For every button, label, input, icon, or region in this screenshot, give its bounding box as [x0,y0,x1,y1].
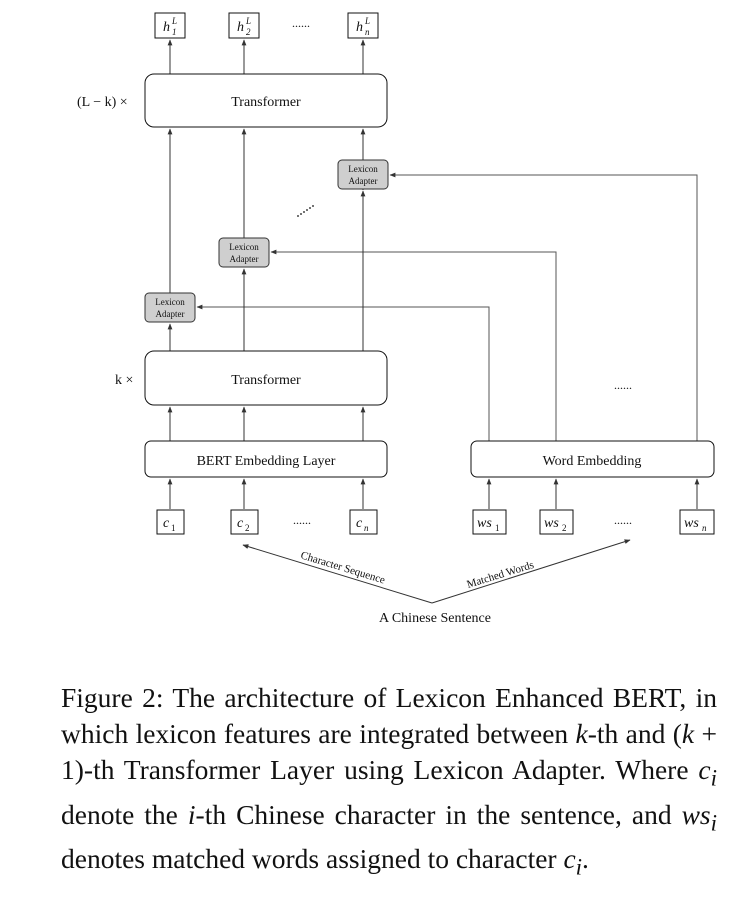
char-c2-sub: 2 [245,523,250,533]
input-arrows [167,478,700,509]
lexicon-adapter-2-line2: Adapter [230,254,259,264]
bottom-transformer-repeat: k × [115,373,133,388]
output-h2-sup: L [245,16,251,26]
matched-words-label: Matched Words [465,559,535,591]
lexicon-adapter-3: Lexicon Adapter [337,159,389,190]
bottom-transformer: Transformer [144,350,388,406]
caption-ci2: c [563,843,576,874]
char-c1-base: c [163,516,170,531]
lexicon-adapter-1-line2: Adapter [156,309,185,319]
output-h2-sub: 2 [246,27,251,37]
caption-part-3: + 1)-th Transformer Layer using Lexicon … [61,718,717,785]
lexicon-adapter-3-line2: Adapter [349,176,378,186]
sentence-label: A Chinese Sentence [379,611,491,626]
character-sequence-label: Character Sequence [299,549,386,586]
lexicon-adapter-2-line1: Lexicon [229,242,259,252]
sentence-arrows [242,539,631,604]
adapter-ellipsis [297,205,314,217]
caption-ws-sub: i [710,810,717,835]
word-ws1-sub: 1 [495,523,500,533]
output-h1: h 1 L [154,12,186,39]
output-h2-base: h [237,20,244,35]
upper-connectors [167,128,366,293]
word-wsn-sub: n [702,523,707,533]
figure-caption: Figure 2: The architecture of Lexicon En… [61,680,717,886]
char-c2: c 2 [230,509,259,535]
caption-i: i [187,798,196,830]
caption-k2: k [681,718,695,749]
caption-ci2-sub: i [575,854,583,880]
output-hn-sub: n [365,27,370,37]
word-wsn-base: ws [684,516,699,531]
lexicon-adapter-1-line1: Lexicon [155,297,185,307]
char-cn-sub: n [364,523,369,533]
top-transformer: Transformer [144,73,388,128]
caption-k1: k [575,718,588,749]
mid-connectors [167,190,366,351]
caption-part-7: . [582,843,589,874]
caption-ci: c [698,754,711,785]
output-ellipsis: ...... [292,16,310,30]
output-h1-sup: L [171,16,177,26]
word-ws1-base: ws [477,516,492,531]
char-c2-base: c [237,516,244,531]
embedding-arrows [167,406,366,441]
word-ellipsis: ...... [614,513,632,527]
bottom-transformer-label: Transformer [231,373,301,388]
word-embedding-layer: Word Embedding [470,440,715,478]
top-transformer-repeat: (L − k) × [77,95,128,110]
output-hn-base: h [356,20,363,35]
caption-ws: ws [681,798,711,830]
output-h1-sub: 1 [172,27,177,37]
bert-embedding-label: BERT Embedding Layer [197,454,336,469]
word-embedding-label: Word Embedding [543,454,642,469]
char-c1-sub: 1 [171,523,176,533]
lexicon-adapter-3-line1: Lexicon [348,164,378,174]
word-side-ellipsis: ...... [614,378,632,392]
caption-part-5: -th Chinese character in the sentence, a… [195,798,682,830]
word-ws2: ws 2 [539,509,574,535]
output-arrows [167,39,366,74]
output-hn-sup: L [364,16,370,26]
caption-part-4: denote the [61,798,188,830]
bert-embedding-layer: BERT Embedding Layer [144,440,388,478]
output-h1-base: h [163,20,170,35]
word-ws2-sub: 2 [562,523,567,533]
word-wsn: ws n [679,509,715,535]
char-ellipsis: ...... [293,513,311,527]
lexicon-adapter-1: Lexicon Adapter [144,292,196,323]
output-hn: h n L [347,12,379,39]
architecture-diagram: h 1 L h 2 L ...... h n L Transformer (L … [77,12,715,626]
caption-part-1: Figure 2: The architecture of Lexicon En… [61,682,717,749]
caption-part-2: -th and ( [587,718,682,749]
top-transformer-label: Transformer [231,95,301,110]
output-h2: h 2 L [228,12,260,39]
lexicon-feed-lines [196,172,698,441]
char-cn-base: c [356,516,363,531]
lexicon-adapter-2: Lexicon Adapter [218,237,270,268]
word-ws1: ws 1 [472,509,507,535]
caption-ci-sub: i [710,765,717,791]
word-ws2-base: ws [544,516,559,531]
char-cn: c n [349,509,378,535]
char-c1: c 1 [156,509,185,535]
caption-part-6: denotes matched words assigned to charac… [61,843,564,874]
